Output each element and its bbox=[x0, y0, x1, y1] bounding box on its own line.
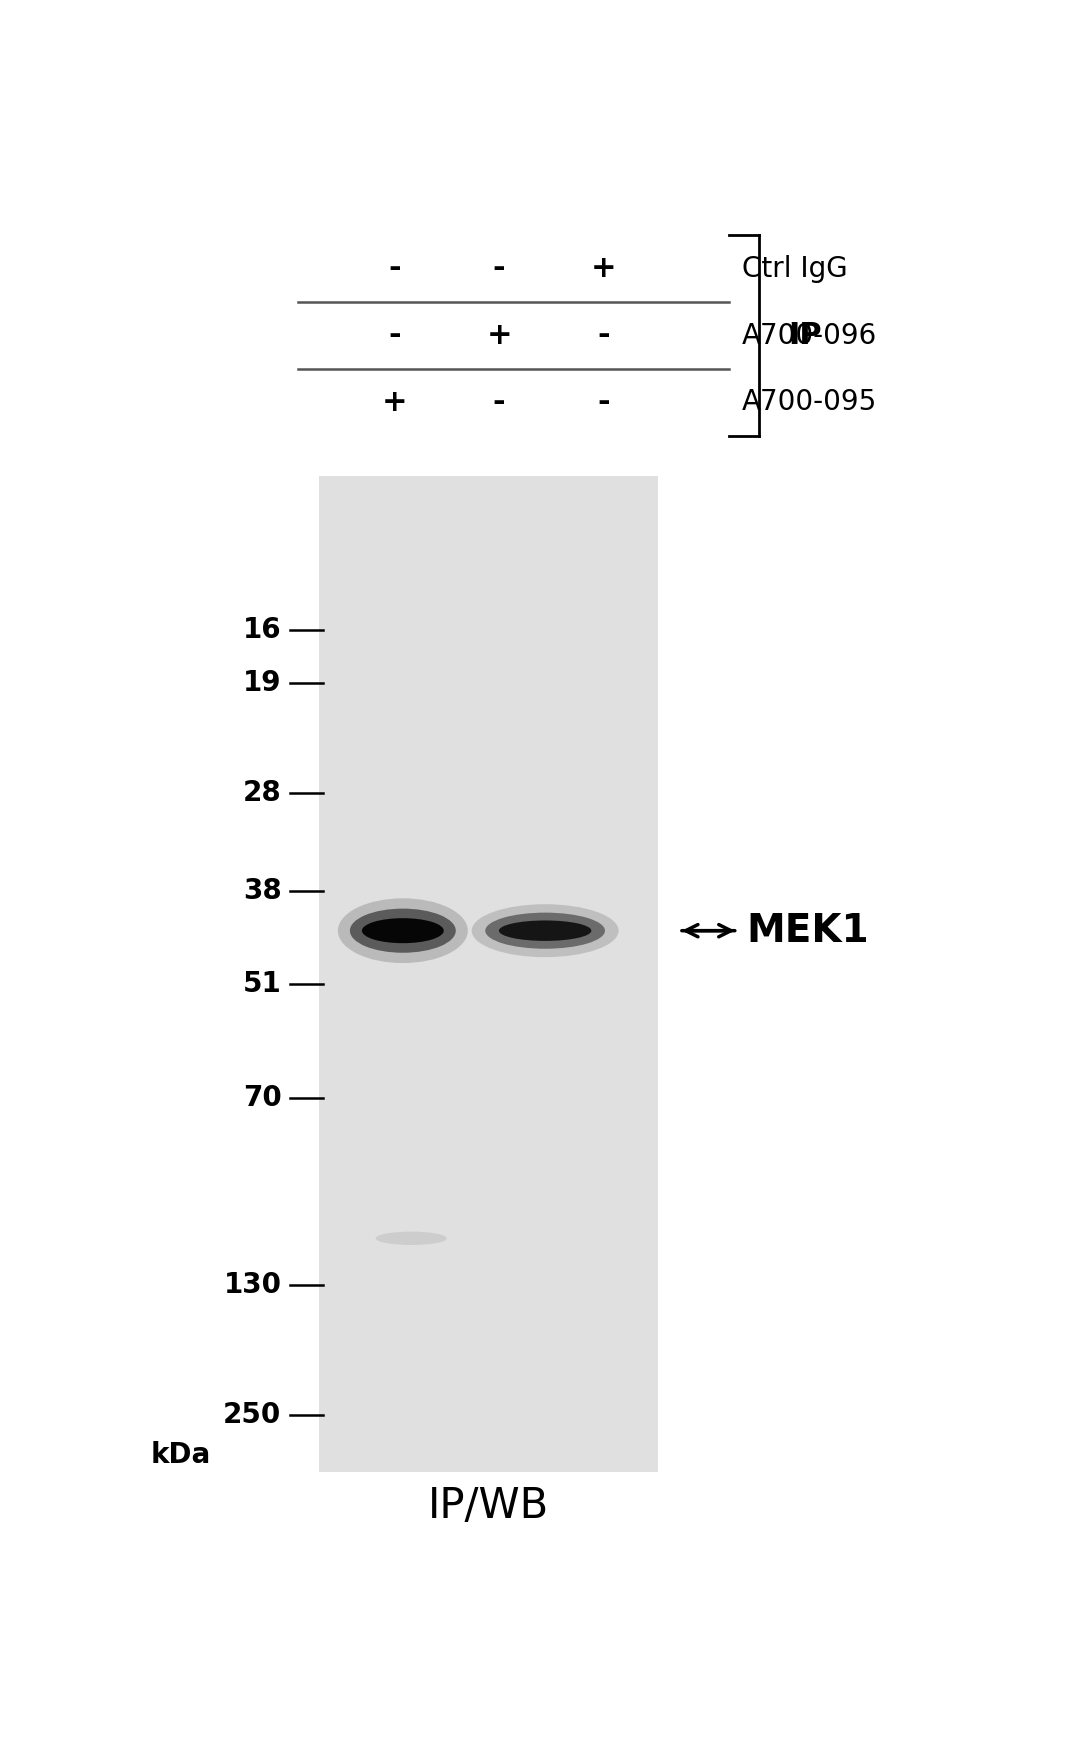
Text: -: - bbox=[597, 387, 610, 417]
Text: 28: 28 bbox=[243, 778, 282, 808]
Text: 51: 51 bbox=[243, 971, 282, 999]
Ellipse shape bbox=[499, 921, 592, 941]
Ellipse shape bbox=[472, 905, 619, 957]
Text: 250: 250 bbox=[224, 1400, 282, 1430]
Text: -: - bbox=[492, 387, 505, 417]
Text: 70: 70 bbox=[243, 1084, 282, 1112]
Ellipse shape bbox=[362, 919, 444, 943]
Text: +: + bbox=[381, 387, 407, 417]
Text: MEK1: MEK1 bbox=[746, 912, 868, 950]
Text: -: - bbox=[597, 321, 610, 349]
Ellipse shape bbox=[485, 912, 605, 948]
Text: kDa: kDa bbox=[151, 1442, 212, 1470]
Text: A700-096: A700-096 bbox=[742, 321, 877, 349]
Text: 16: 16 bbox=[243, 615, 282, 644]
Bar bbox=[320, 476, 658, 1473]
Text: +: + bbox=[591, 254, 617, 283]
Text: IP: IP bbox=[788, 321, 822, 349]
Ellipse shape bbox=[338, 898, 468, 962]
Text: 38: 38 bbox=[243, 877, 282, 905]
Text: +: + bbox=[486, 321, 512, 349]
Text: Ctrl IgG: Ctrl IgG bbox=[742, 255, 848, 283]
Text: -: - bbox=[388, 254, 401, 283]
Text: 130: 130 bbox=[224, 1271, 282, 1299]
Ellipse shape bbox=[350, 908, 456, 954]
Ellipse shape bbox=[376, 1232, 447, 1245]
Text: 19: 19 bbox=[243, 669, 282, 697]
Text: IP/WB: IP/WB bbox=[428, 1485, 550, 1527]
Text: -: - bbox=[388, 321, 401, 349]
Text: -: - bbox=[492, 254, 505, 283]
Text: A700-095: A700-095 bbox=[742, 389, 877, 417]
